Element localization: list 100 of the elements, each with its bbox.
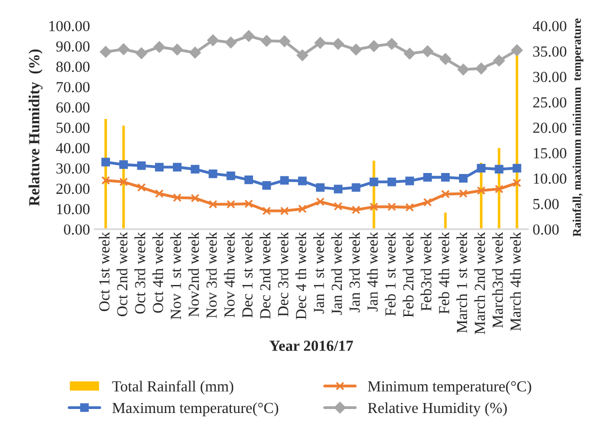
- point: [459, 174, 468, 183]
- point: [260, 35, 272, 47]
- point: [314, 37, 326, 49]
- legend-label: Maximum temperature(°C): [112, 402, 278, 416]
- x-tick-label: March 4th week: [510, 232, 521, 331]
- point: [244, 176, 254, 184]
- point: [386, 38, 398, 50]
- x-axis-title: Year 2016/17: [270, 340, 354, 351]
- point: [459, 189, 468, 198]
- y-tick-label: 60.00: [56, 102, 90, 113]
- point: [350, 44, 362, 56]
- point: [334, 202, 342, 211]
- y-axis-title: Relatuve Humidity (%): [28, 49, 43, 206]
- point: [137, 183, 146, 192]
- point: [352, 183, 360, 192]
- point: [458, 64, 470, 76]
- point: [405, 176, 414, 186]
- y-tick-label: 20.00: [56, 184, 90, 194]
- x-tick-label: Oct 2nd week: [116, 232, 128, 316]
- x-tick-label: Nov 3rd week: [206, 232, 217, 318]
- point: [494, 184, 504, 194]
- point: [370, 202, 378, 212]
- point: [136, 48, 148, 60]
- point: [441, 173, 450, 182]
- point: [262, 206, 271, 216]
- point: [476, 186, 486, 195]
- x-tick-label: Jan 3rd week: [349, 232, 360, 312]
- x-tick-label: Dec 1 st week: [242, 232, 253, 318]
- x-tick-label: March 1 st week: [456, 232, 468, 333]
- point: [100, 46, 112, 58]
- x-tick-label: Feb3rd week: [420, 232, 432, 311]
- point: [280, 206, 289, 216]
- point: [296, 50, 308, 62]
- x-tick-label: Feb 1 st week: [384, 232, 396, 316]
- point: [405, 203, 414, 212]
- point: [172, 162, 182, 172]
- point: [475, 62, 487, 74]
- y-tick-label: 70.00: [56, 82, 90, 92]
- point: [423, 173, 432, 182]
- point: [118, 43, 130, 55]
- point: [119, 178, 128, 186]
- point: [226, 200, 236, 209]
- point: [494, 164, 504, 174]
- legend-label: Minimum temperature(°C): [368, 380, 532, 395]
- point: [225, 36, 237, 48]
- y2-tick-label: 15.00: [534, 148, 566, 158]
- point: [370, 178, 378, 186]
- point: [334, 184, 342, 194]
- point: [404, 48, 416, 60]
- legend-label: Total Rainfall (mm): [112, 380, 234, 395]
- y-tick-label: 30.00: [56, 163, 90, 174]
- legend-label: Relative Humidity (%): [368, 402, 507, 416]
- point: [441, 190, 450, 198]
- point: [476, 164, 486, 172]
- point: [172, 193, 182, 202]
- y2-tick-label: 5.00: [533, 198, 559, 210]
- point: [422, 45, 434, 57]
- point: [316, 197, 325, 206]
- point: [278, 36, 290, 48]
- point: [512, 164, 522, 172]
- y2-tick-label: 30.00: [533, 72, 566, 82]
- point: [368, 40, 380, 52]
- x-tick-label: Feb 2nd week: [402, 232, 414, 318]
- point: [208, 200, 218, 209]
- x-tick-label: Nov 1 st week: [170, 232, 182, 320]
- y-tick-label: 90.00: [56, 41, 90, 52]
- point: [280, 176, 289, 185]
- y2-tick-label: 20.00: [533, 122, 566, 134]
- x-tick-label: Jan 4th week: [366, 232, 378, 312]
- x-tick-label: Oct 1st week: [98, 232, 110, 312]
- point: [171, 44, 183, 56]
- y-tick-label: 80.00: [56, 62, 90, 72]
- point: [387, 178, 396, 186]
- y-tick-label: 10.00: [57, 204, 90, 214]
- point: [512, 178, 522, 188]
- point: [155, 189, 164, 198]
- x-tick-label: Oct 3rd week: [134, 232, 146, 314]
- point: [154, 41, 166, 53]
- y2-tick-label: 40.00: [532, 20, 566, 32]
- point: [155, 162, 164, 172]
- point: [208, 169, 218, 178]
- point: [244, 199, 254, 208]
- y2-tick-label: 0.00: [533, 224, 559, 235]
- x-tick-label: Dec 3rd week: [278, 232, 288, 316]
- point: [207, 34, 219, 46]
- point: [226, 171, 236, 180]
- x-tick-label: Oct 4th week: [152, 232, 164, 313]
- point: [352, 206, 360, 214]
- y2-tick-label: 35.00: [533, 46, 566, 57]
- x-tick-label: Nov 4th week: [224, 232, 235, 318]
- y-tick-label: 0.00: [64, 224, 90, 235]
- point: [332, 38, 344, 50]
- point: [190, 194, 200, 202]
- point: [101, 158, 110, 166]
- y2-tick-label: 10.00: [534, 173, 566, 184]
- x-tick-label: Dec 4 th week: [295, 232, 306, 320]
- y-tick-label: 40.00: [56, 142, 90, 154]
- point: [298, 204, 307, 214]
- y2-axis-title: Rainfall, maximum minimum temperature: [572, 18, 584, 237]
- point: [387, 202, 396, 212]
